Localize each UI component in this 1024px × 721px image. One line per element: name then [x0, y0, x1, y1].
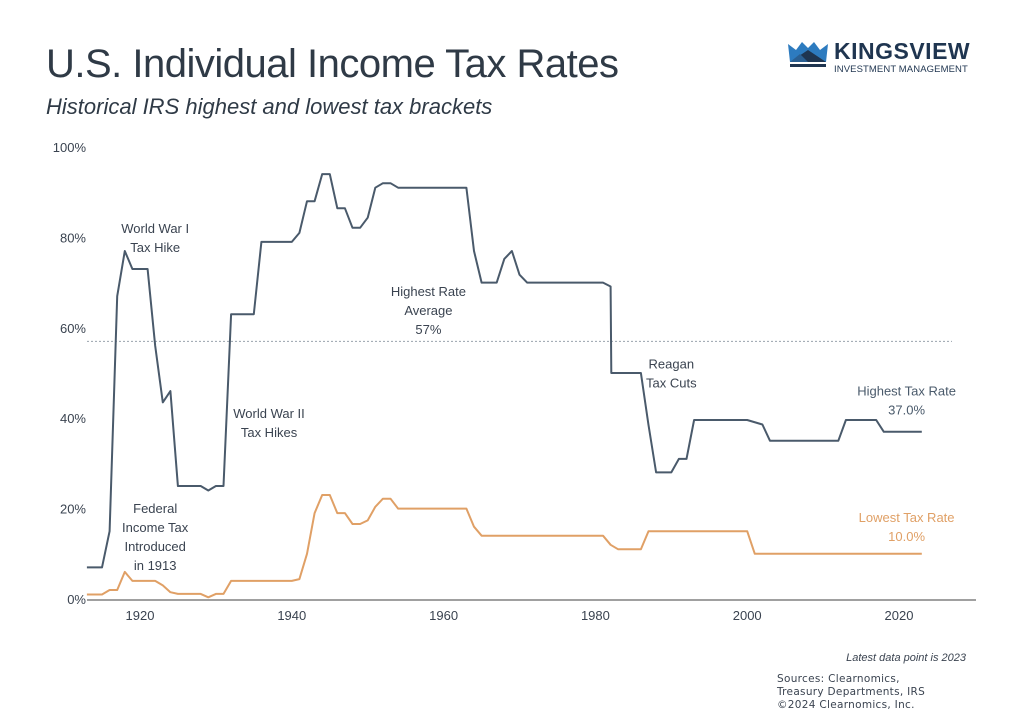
sources-line: Treasury Departments, IRS [777, 686, 926, 698]
x-axis: 1920 1940 1960 1980 2000 2020 [87, 599, 976, 623]
annotation-text: Average [404, 303, 452, 318]
sources-line: Sources: Clearnomics, [777, 673, 900, 685]
lowest-tax-rate-line [86, 494, 922, 599]
x-tick-label: 1960 [429, 608, 458, 623]
highest-tax-rate-line [86, 173, 922, 569]
annotation-text: Federal [133, 501, 177, 516]
annotation-text: Income Tax [122, 520, 189, 535]
chart-annotation: Lowest Tax Rate 10.0% [859, 510, 955, 544]
page-title: U.S. Individual Income Tax Rates [46, 42, 619, 86]
chart-annotation: Federal Income Tax Introduced in 1913 [122, 501, 189, 573]
series-lines [86, 173, 922, 599]
logo-tagline: INVESTMENT MANAGEMENT [834, 64, 968, 75]
chart-annotation: Reagan Tax Cuts [646, 356, 697, 390]
annotation-text: Highest Rate [391, 284, 466, 299]
x-tick-label: 1980 [581, 608, 610, 623]
y-tick-label: 20% [60, 502, 86, 517]
annotation-text: Reagan [649, 356, 695, 371]
annotation-text: Tax Hikes [241, 425, 298, 440]
annotation-text: Lowest Tax Rate [859, 510, 955, 525]
crown-icon [788, 42, 828, 67]
y-tick-label: 80% [60, 230, 86, 245]
annotation-text: Tax Hike [130, 240, 180, 255]
x-tick-label: 1920 [126, 608, 155, 623]
chart-annotation: World War I Tax Hike [121, 221, 189, 255]
annotation-text: Highest Tax Rate [857, 384, 956, 399]
sources-text: Sources: Clearnomics, Treasury Departmen… [777, 673, 925, 712]
annotation-text: Introduced [124, 539, 185, 554]
annotation-text: World War I [121, 221, 189, 236]
annotation-text: 10.0% [888, 529, 925, 544]
annotation-text: 57% [415, 322, 441, 337]
logo-brand: KINGSVIEW [834, 38, 971, 64]
annotation-text: World War II [233, 406, 305, 421]
y-tick-label: 0% [67, 592, 86, 607]
chart-annotation: Highest Rate Average 57% [391, 284, 466, 337]
x-tick-label: 1940 [277, 608, 306, 623]
annotation-text: Tax Cuts [646, 375, 697, 390]
x-tick-label: 2000 [733, 608, 762, 623]
chart-annotation: Highest Tax Rate 37.0% [857, 384, 956, 418]
chart-annotation: World War II Tax Hikes [233, 406, 305, 440]
y-tick-label: 40% [60, 411, 86, 426]
copyright-line: ©2024 Clearnomics, Inc. [777, 699, 915, 711]
annotation-text: 37.0% [888, 403, 925, 418]
annotation-text: in 1913 [134, 558, 177, 573]
latest-data-note: Latest data point is 2023 [846, 652, 966, 664]
page-subtitle: Historical IRS highest and lowest tax br… [46, 94, 493, 119]
y-tick-label: 100% [53, 140, 87, 155]
y-axis: 0% 20% 40% 60% 80% 100% [53, 140, 87, 607]
y-tick-label: 60% [60, 321, 86, 336]
kingsview-logo: KINGSVIEW INVESTMENT MANAGEMENT [788, 38, 971, 78]
annotations: World War I Tax Hike World War II Tax Hikes… [121, 221, 956, 573]
x-tick-label: 2020 [885, 608, 914, 623]
